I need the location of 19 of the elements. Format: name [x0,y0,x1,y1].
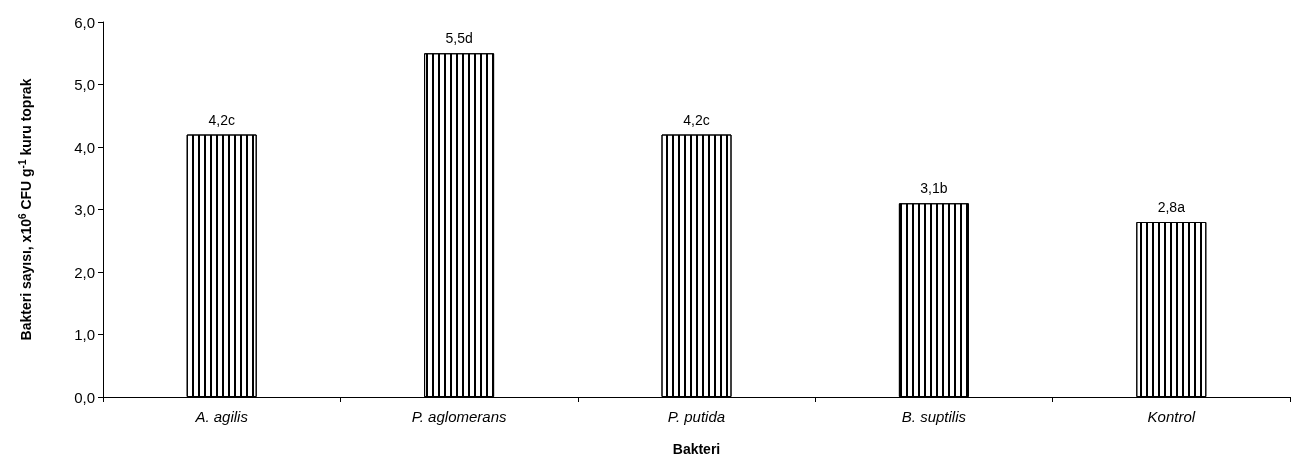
data-label: 3,1b [920,180,948,197]
x-tick-label: B. suptilis [901,408,967,425]
data-label: 4,2c [683,111,710,128]
y-axis-title: Bakteri sayısı, x106 CFU g-1 kuru toprak [16,78,34,341]
x-tick-label: Kontrol [1147,408,1196,425]
data-label: 5,5d [445,30,473,47]
y-tick-label: 4,0 [74,138,95,156]
y-tick-label: 3,0 [74,201,95,218]
data-label: 2,8a [1157,199,1186,215]
y-tick-label: 5,0 [74,76,95,93]
y-tick-label: 2,0 [74,263,95,281]
y-tick-label: 1,0 [74,326,95,343]
y-tick-label: 0,0 [74,388,95,406]
y-tick-label: 6,0 [74,13,95,31]
x-tick-label: P. aglomerans [411,408,507,425]
x-axis-title: Bakteri [672,441,721,457]
data-label: 4,2c [208,111,235,128]
x-tick-label: A. agilis [194,408,249,425]
x-tick-label: P. putida [667,408,726,425]
